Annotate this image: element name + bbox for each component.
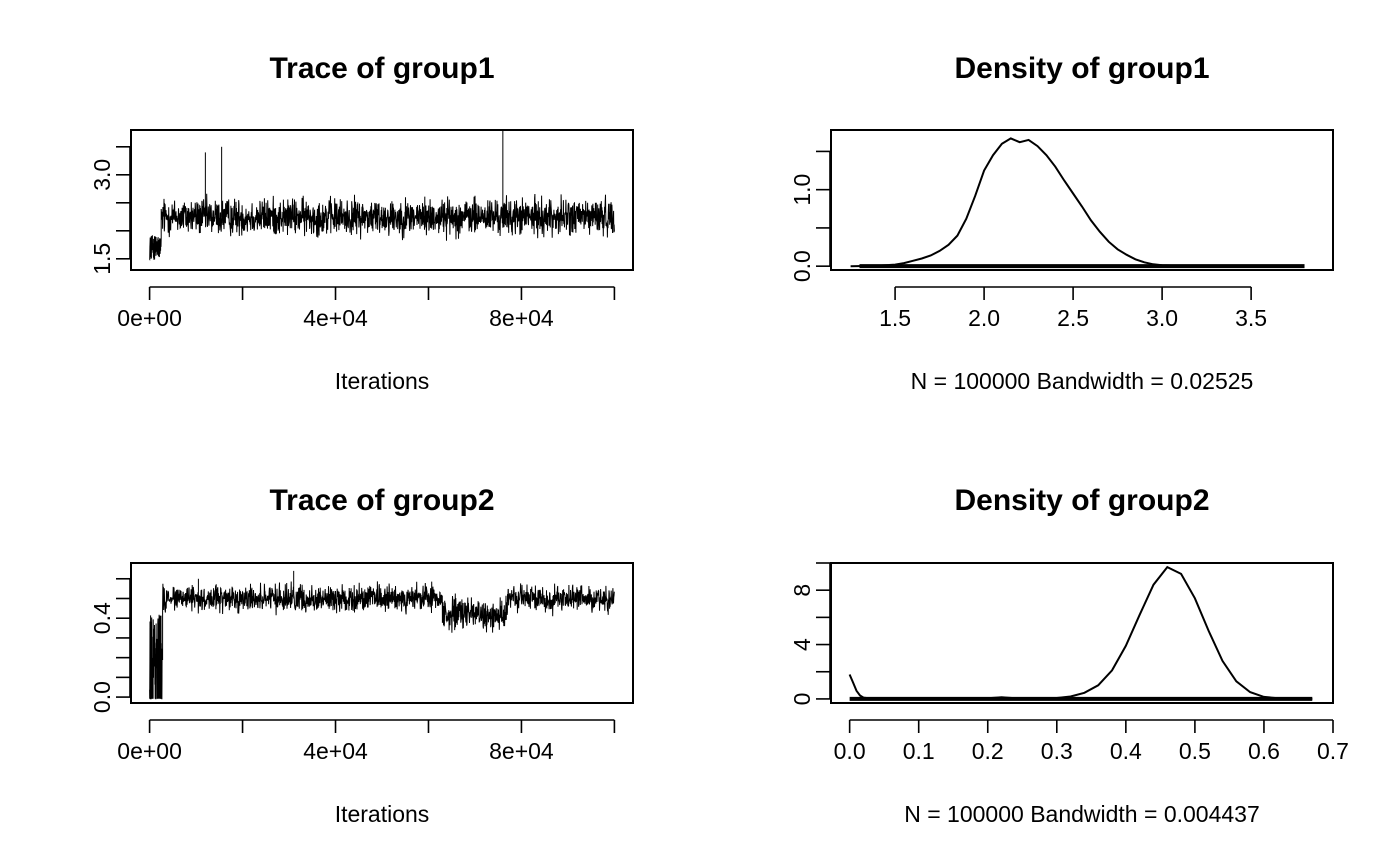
- chart-title: Trace of group1: [269, 52, 494, 85]
- x-tick-label: 8e+04: [489, 738, 554, 764]
- x-tick-label: 0.4: [1110, 738, 1142, 764]
- y-tick-label: 0.0: [789, 250, 815, 282]
- x-axis: 0.0 0.1 0.2 0.3 0.4 0.5 0.6 0.7: [834, 719, 1349, 764]
- plot-frame: [130, 562, 634, 704]
- y-axis: 0 4 8: [789, 562, 831, 706]
- x-axis: 1.5 2.0 2.5 3.0 3.5: [879, 286, 1267, 331]
- y-tick-label: 3.0: [89, 159, 115, 191]
- trace-series: [149, 193, 615, 261]
- y-tick-label: 1.5: [89, 243, 115, 275]
- y-axis: 0.0 1.0: [789, 150, 831, 282]
- chart-title: Density of group1: [954, 52, 1209, 85]
- x-tick-label: 0e+00: [117, 305, 182, 331]
- x-axis-label: N = 100000 Bandwidth = 0.02525: [911, 368, 1254, 394]
- panel-trace-group2: Trace of group2 0e+00 4e+04 8e+04 0.0 0.4 I…: [89, 484, 634, 827]
- x-tick-label: 0.0: [834, 738, 866, 764]
- x-axis-label: Iterations: [335, 801, 430, 827]
- x-tick-label: 4e+04: [303, 738, 368, 764]
- panel-trace-group1: Trace of group1 0e+00 4e+04 8e+04 1.5 3.0 I…: [89, 52, 634, 394]
- plot-frame: [130, 129, 634, 271]
- density-series: [848, 565, 1313, 700]
- x-tick-label: 0.6: [1248, 738, 1280, 764]
- density-series: [850, 137, 1305, 268]
- trace-lines: [149, 130, 615, 261]
- y-tick-label: 0.0: [89, 681, 115, 713]
- x-tick-label: 0.3: [1041, 738, 1073, 764]
- density-curve: [850, 137, 1305, 269]
- y-tick-label: 0: [789, 693, 815, 706]
- x-axis-label: N = 100000 Bandwidth = 0.004437: [904, 801, 1260, 827]
- y-tick-label: 0.4: [89, 602, 115, 634]
- density-curve: [848, 565, 1313, 701]
- y-tick-label: 8: [789, 584, 815, 597]
- x-tick-label: 3.0: [1146, 305, 1178, 331]
- plot-frame: [830, 129, 1334, 271]
- y-tick-label: 4: [789, 638, 815, 651]
- chart-title: Trace of group2: [269, 484, 494, 517]
- x-tick-label: 0e+00: [117, 738, 182, 764]
- x-tick-label: 2.0: [968, 305, 1000, 331]
- x-tick-label: 8e+04: [489, 305, 554, 331]
- x-axis: 0e+00 4e+04 8e+04: [117, 719, 616, 764]
- x-tick-label: 0.7: [1317, 738, 1349, 764]
- y-axis: 1.5 3.0: [89, 146, 131, 275]
- x-tick-label: 4e+04: [303, 305, 368, 331]
- panel-density-group2: Density of group2 0.0 0.1 0.2 0.3 0.4 0.5 0.6 0…: [789, 484, 1349, 827]
- trace-lines: [149, 570, 615, 700]
- x-tick-label: 2.5: [1057, 305, 1089, 331]
- x-tick-label: 0.1: [903, 738, 935, 764]
- y-axis: 0.0 0.4: [89, 577, 131, 713]
- trace-series: [149, 581, 615, 700]
- x-axis: 0e+00 4e+04 8e+04: [117, 286, 616, 331]
- y-tick-label: 1.0: [789, 174, 815, 206]
- chart-title: Density of group2: [954, 484, 1209, 517]
- x-tick-label: 0.5: [1179, 738, 1211, 764]
- x-tick-label: 1.5: [879, 305, 911, 331]
- x-axis-label: Iterations: [335, 368, 430, 394]
- x-tick-label: 0.2: [972, 738, 1004, 764]
- panel-density-group1: Density of group1 1.5 2.0 2.5 3.0 3.5 0.0 1.0…: [789, 52, 1334, 394]
- x-tick-label: 3.5: [1235, 305, 1267, 331]
- plot-frame: [830, 562, 1334, 704]
